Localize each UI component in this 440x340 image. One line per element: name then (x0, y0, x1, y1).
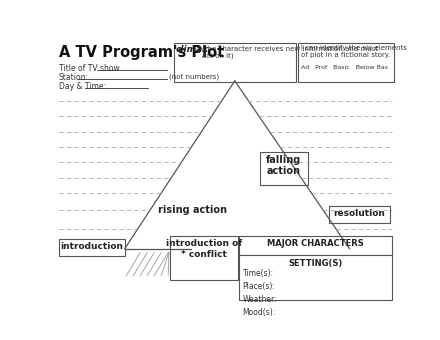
Text: I can identify the six elements
of plot in a fictional story.: I can identify the six elements of plot … (301, 46, 407, 58)
FancyBboxPatch shape (170, 236, 238, 280)
Text: (not numbers): (not numbers) (169, 73, 219, 80)
Text: Time(s):
Place(s):
Weather:
Mood(s):: Time(s): Place(s): Weather: Mood(s): (242, 269, 277, 317)
Text: MAJOR CHARACTERS: MAJOR CHARACTERS (268, 239, 364, 248)
Text: Day & Time:: Day & Time: (59, 82, 106, 91)
FancyBboxPatch shape (239, 255, 392, 300)
FancyBboxPatch shape (298, 43, 394, 82)
FancyBboxPatch shape (239, 236, 392, 255)
Text: (the character receives new information and must
act on it): (the character receives new information … (202, 46, 378, 60)
FancyBboxPatch shape (330, 206, 390, 223)
Text: rising action: rising action (158, 205, 227, 215)
Text: introduction: introduction (60, 242, 123, 251)
Text: Station:: Station: (59, 73, 89, 82)
Text: A TV Program's Plot: A TV Program's Plot (59, 45, 224, 59)
Text: resolution: resolution (334, 209, 385, 218)
Text: Title of TV show: Title of TV show (59, 64, 120, 73)
Text: climax: climax (176, 46, 209, 54)
FancyBboxPatch shape (59, 239, 125, 256)
Text: SETTING(S): SETTING(S) (289, 259, 343, 268)
FancyBboxPatch shape (173, 43, 296, 82)
FancyBboxPatch shape (260, 152, 308, 185)
Text: introduction of
* conflict: introduction of * conflict (166, 239, 242, 259)
Text: falling
action: falling action (266, 155, 301, 176)
Text: Ad   Prof   Basic   Below Bas: Ad Prof Basic Below Bas (301, 65, 388, 70)
